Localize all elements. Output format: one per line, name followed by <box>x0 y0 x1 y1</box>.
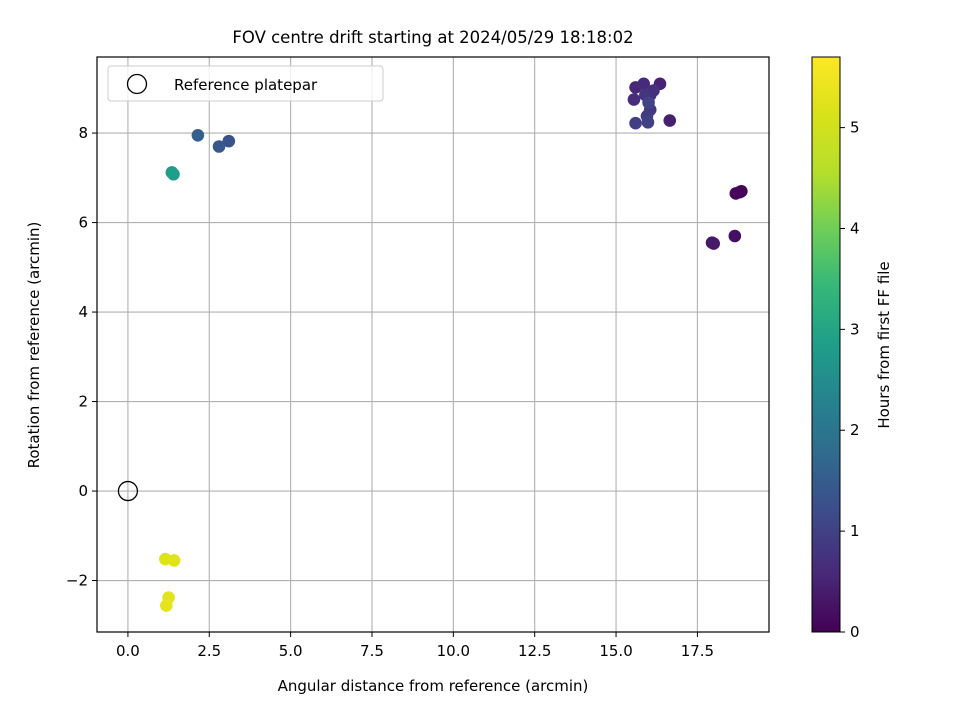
x-tick-label: 15.0 <box>599 642 632 660</box>
grid-lines <box>97 57 769 632</box>
colorbar-tick-label: 4 <box>850 219 860 237</box>
y-tick-label: 4 <box>78 303 88 321</box>
y-tick-label: 2 <box>78 393 88 411</box>
colorbar-tick-label: 3 <box>850 320 860 338</box>
scatter-point <box>167 554 181 567</box>
y-axis-ticks: −2 0 2 4 6 8 <box>66 124 97 590</box>
scatter-point <box>663 114 677 127</box>
colorbar-tick-label: 0 <box>850 623 860 641</box>
x-tick-label: 17.5 <box>681 642 714 660</box>
scatter-point <box>642 96 655 109</box>
scatter-point <box>191 129 205 142</box>
chart-title: FOV centre drift starting at 2024/05/29 … <box>232 28 633 47</box>
x-tick-label: 10.0 <box>437 642 470 660</box>
legend-box <box>107 65 384 102</box>
legend: Reference platepar <box>107 65 384 102</box>
scatter-point <box>729 187 743 200</box>
x-axis-ticks: 0.0 2.5 5.0 7.5 10.0 12.5 15.0 17.5 <box>116 632 714 660</box>
colorbar-gradient <box>811 56 841 633</box>
legend-entry-reference: Reference platepar <box>174 76 318 94</box>
y-axis-label: Rotation from reference (arcmin) <box>25 222 43 469</box>
x-tick-label: 2.5 <box>197 642 221 660</box>
scatter-point <box>728 229 742 243</box>
scatter-point <box>167 167 180 181</box>
scatter-point <box>160 599 173 612</box>
scatter-point <box>629 116 642 130</box>
x-axis-label: Angular distance from reference (arcmin) <box>278 677 589 695</box>
scatter-point <box>627 93 641 106</box>
x-tick-label: 0.0 <box>116 642 140 660</box>
scatter-point <box>707 237 720 250</box>
colorbar-tick-label: 2 <box>850 421 860 439</box>
plot-area-frame <box>96 56 770 633</box>
legend-marker-reference <box>126 73 148 95</box>
y-tick-label: −2 <box>66 572 88 590</box>
x-tick-label: 5.0 <box>279 642 303 660</box>
x-tick-label: 12.5 <box>518 642 551 660</box>
scatter-point <box>641 116 655 129</box>
scatter-point <box>637 77 651 91</box>
reference-platepar-marker <box>117 480 139 502</box>
colorbar-tick-label: 5 <box>850 119 860 137</box>
colorbar-tick-label: 1 <box>850 522 860 540</box>
colorbar-ticks: 0 1 2 3 4 5 <box>840 119 860 641</box>
colorbar: 0 1 2 3 4 5 Hours from first FF file <box>811 56 893 641</box>
scatter-point <box>212 140 226 153</box>
x-tick-label: 7.5 <box>360 642 384 660</box>
colorbar-label: Hours from first FF file <box>875 261 893 428</box>
y-tick-label: 0 <box>78 482 88 500</box>
scatter-points <box>159 77 748 612</box>
y-tick-label: 6 <box>78 214 88 232</box>
y-tick-label: 8 <box>78 124 88 142</box>
scatter-point <box>222 134 236 148</box>
